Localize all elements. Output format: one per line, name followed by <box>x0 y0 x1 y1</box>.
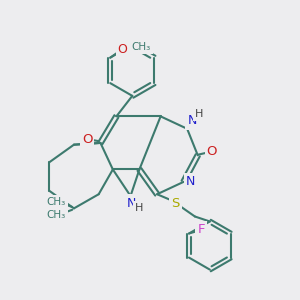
Text: H: H <box>135 203 144 213</box>
Text: O: O <box>82 133 92 146</box>
Text: S: S <box>171 196 180 210</box>
Text: N: N <box>186 175 195 188</box>
Text: O: O <box>118 44 128 56</box>
Text: N: N <box>127 196 136 210</box>
Text: F: F <box>198 224 205 236</box>
Text: H: H <box>195 109 204 119</box>
Text: CH₃: CH₃ <box>131 42 151 52</box>
Text: O: O <box>207 145 217 158</box>
Text: N: N <box>188 115 197 128</box>
Text: CH₃: CH₃ <box>46 197 66 207</box>
Text: CH₃: CH₃ <box>46 210 66 220</box>
